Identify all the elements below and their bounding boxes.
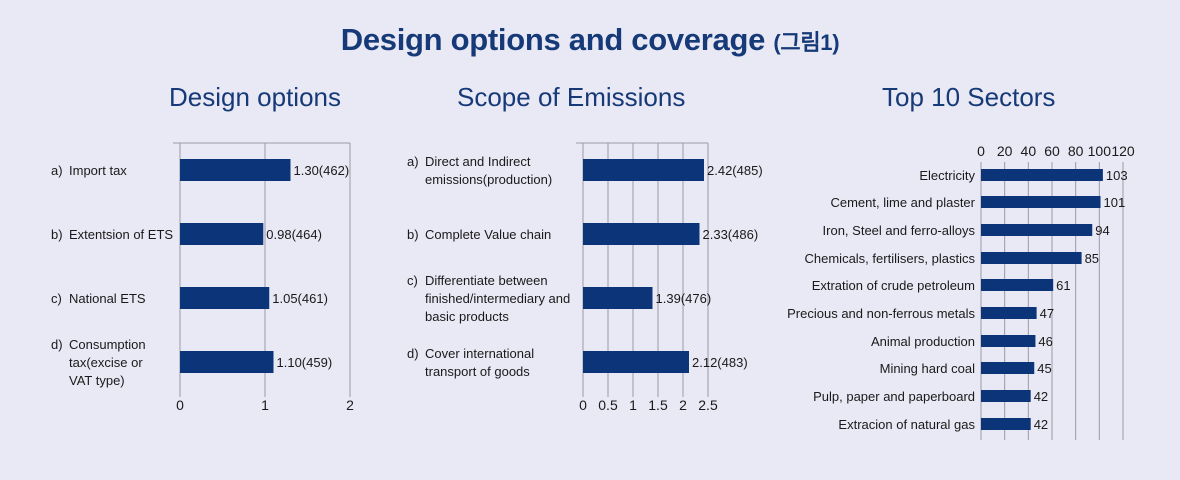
chart-2-data-label: 94 xyxy=(1095,223,1109,238)
chart-0-data-label: 0.98(464) xyxy=(266,227,322,242)
chart-2-data-label: 85 xyxy=(1085,251,1099,266)
chart-1-tick-label: 0.5 xyxy=(598,397,618,413)
chart-2-category-label: Mining hard coal xyxy=(880,361,975,376)
chart-0-category-label: Extentsion of ETS xyxy=(69,227,173,242)
chart-1-category-label: emissions(production) xyxy=(425,172,552,187)
chart-1-data-label: 1.39(476) xyxy=(656,291,712,306)
chart-2-bar xyxy=(981,307,1037,319)
chart-2-bar xyxy=(981,252,1082,264)
chart-2-tick-label: 120 xyxy=(1111,143,1135,159)
page-title-text: Design options and coverage xyxy=(340,22,766,57)
chart-2-bar xyxy=(981,418,1031,430)
chart-0-bar xyxy=(180,159,291,181)
chart-0-category-letter: b) xyxy=(51,227,63,242)
chart-2-category-label: Extracion of natural gas xyxy=(838,417,975,432)
chart-0-category-label: National ETS xyxy=(69,291,146,306)
chart-0-category-letter: d) xyxy=(51,337,63,352)
chart-title-scope-of-emissions: Scope of Emissions xyxy=(457,82,686,112)
chart-1-category-label: Cover international xyxy=(425,346,534,361)
chart-2-data-label: 46 xyxy=(1038,334,1052,349)
chart-2-tick-label: 20 xyxy=(997,143,1013,159)
chart-1-bar xyxy=(583,287,653,309)
chart-title-design-options: Design options xyxy=(169,82,341,112)
chart-0-category-letter: a) xyxy=(51,163,63,178)
chart-1-tick-label: 1 xyxy=(629,397,637,413)
chart-2-category-label: Animal production xyxy=(871,334,975,349)
chart-0-data-label: 1.05(461) xyxy=(272,291,328,306)
chart-2-bar xyxy=(981,169,1103,181)
chart-2-tick-label: 0 xyxy=(977,143,985,159)
chart-2-bar xyxy=(981,362,1035,374)
chart-0-data-label: 1.30(462) xyxy=(294,163,350,178)
chart-1-category-letter: d) xyxy=(407,346,419,361)
chart-2-category-label: Extration of crude petroleum xyxy=(812,278,975,293)
chart-2-data-label: 42 xyxy=(1034,417,1048,432)
chart-2-category-label: Iron, Steel and ferro-alloys xyxy=(823,223,976,238)
chart-2-category-label: Electricity xyxy=(919,168,975,183)
chart-0-bar xyxy=(180,223,264,245)
chart-0-tick-label: 0 xyxy=(176,397,184,413)
chart-2-data-label: 47 xyxy=(1040,306,1054,321)
chart-1-category-label: Complete Value chain xyxy=(425,227,551,242)
chart-1-category-letter: b) xyxy=(407,227,419,242)
chart-1-category-letter: a) xyxy=(407,154,419,169)
chart-2-data-label: 101 xyxy=(1104,195,1126,210)
chart-1-tick-label: 0 xyxy=(579,397,587,413)
chart-0-data-label: 1.10(459) xyxy=(277,355,333,370)
chart-1-tick-label: 1.5 xyxy=(648,397,668,413)
chart-0-category-letter: c) xyxy=(51,291,62,306)
chart-2-tick-label: 40 xyxy=(1021,143,1037,159)
chart-1-category-letter: c) xyxy=(407,273,418,288)
chart-1-category-label: basic products xyxy=(425,309,509,324)
chart-2-category-label: Precious and non-ferrous metals xyxy=(787,306,975,321)
chart-2-bar xyxy=(981,335,1036,347)
chart-1-category-label: Direct and Indirect xyxy=(425,154,531,169)
chart-2-category-label: Pulp, paper and paperboard xyxy=(813,389,975,404)
chart-1-category-label: transport of goods xyxy=(425,364,530,379)
chart-1-tick-label: 2 xyxy=(679,397,687,413)
chart-1-category-label: finished/intermediary and xyxy=(425,291,570,306)
page-title: Design options and coverage (그림1) xyxy=(0,22,1180,58)
chart-2-tick-label: 60 xyxy=(1044,143,1060,159)
page-title-suffix: (그림1) xyxy=(773,30,840,55)
chart-2-bar xyxy=(981,224,1093,236)
chart-1-data-label: 2.12(483) xyxy=(692,355,748,370)
chart-1-bar xyxy=(583,159,704,181)
chart-2-data-label: 61 xyxy=(1056,278,1070,293)
chart-0-bar xyxy=(180,351,274,373)
chart-2-bar xyxy=(981,279,1054,291)
chart-2-data-label: 45 xyxy=(1037,361,1051,376)
chart-2-category-label: Cement, lime and plaster xyxy=(830,195,975,210)
chart-0-category-label: Consumption xyxy=(69,337,146,352)
chart-1-bar xyxy=(583,223,700,245)
chart-1-bar xyxy=(583,351,689,373)
chart-2-data-label: 42 xyxy=(1034,389,1048,404)
chart-0-tick-label: 1 xyxy=(261,397,269,413)
chart-0-category-label: VAT type) xyxy=(69,373,125,388)
chart-2-category-label: Chemicals, fertilisers, plastics xyxy=(805,251,976,266)
chart-0-bar xyxy=(180,287,270,309)
chart-1-category-label: Differentiate between xyxy=(425,273,548,288)
chart-2-data-label: 103 xyxy=(1106,168,1128,183)
chart-2-tick-label: 80 xyxy=(1068,143,1084,159)
chart-2-bar xyxy=(981,196,1101,208)
chart-0-tick-label: 2 xyxy=(346,397,354,413)
chart-1-tick-label: 2.5 xyxy=(698,397,718,413)
chart-2-tick-label: 100 xyxy=(1088,143,1112,159)
chart-1-data-label: 2.42(485) xyxy=(707,163,763,178)
chart-0-category-label: tax(excise or xyxy=(69,355,143,370)
chart-1-data-label: 2.33(486) xyxy=(703,227,759,242)
chart-0-category-label: Import tax xyxy=(69,163,127,178)
chart-title-top-10-sectors: Top 10 Sectors xyxy=(882,82,1056,112)
chart-2-bar xyxy=(981,390,1031,402)
